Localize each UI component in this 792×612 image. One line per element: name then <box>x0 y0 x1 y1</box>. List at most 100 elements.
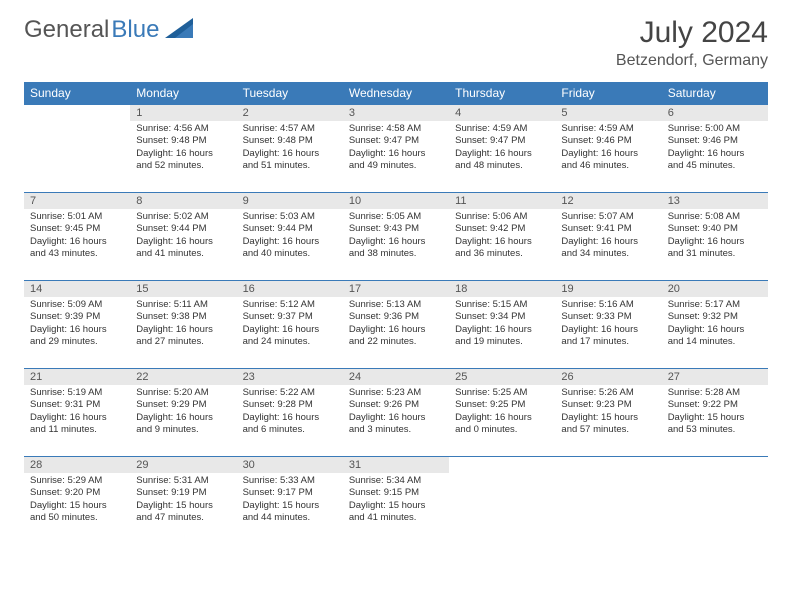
sun-info-line: Sunset: 9:47 PM <box>349 135 443 147</box>
calendar-week-row: 1Sunrise: 4:56 AMSunset: 9:48 PMDaylight… <box>24 105 768 193</box>
sun-info-line: and 19 minutes. <box>455 336 549 348</box>
sun-info-line: Sunrise: 5:23 AM <box>349 387 443 399</box>
day-number: 10 <box>343 193 449 209</box>
day-body: Sunrise: 4:58 AMSunset: 9:47 PMDaylight:… <box>343 121 449 176</box>
sun-info-line: Sunrise: 5:03 AM <box>243 211 337 223</box>
sun-info-line: and 51 minutes. <box>243 160 337 172</box>
header: GeneralBlue July 2024 Betzendorf, German… <box>24 16 768 70</box>
sun-info-line: Daylight: 16 hours <box>30 236 124 248</box>
calendar-cell <box>24 105 130 193</box>
day-body: Sunrise: 5:16 AMSunset: 9:33 PMDaylight:… <box>555 297 661 352</box>
day-number: 4 <box>449 105 555 121</box>
sun-info-line: Sunrise: 5:16 AM <box>561 299 655 311</box>
day-number: 24 <box>343 369 449 385</box>
sun-info-line: and 49 minutes. <box>349 160 443 172</box>
calendar-cell: 11Sunrise: 5:06 AMSunset: 9:42 PMDayligh… <box>449 193 555 281</box>
day-number: 3 <box>343 105 449 121</box>
sun-info-line: and 38 minutes. <box>349 248 443 260</box>
sun-info-line: Sunrise: 4:59 AM <box>561 123 655 135</box>
sun-info-line: and 41 minutes. <box>136 248 230 260</box>
sun-info-line: Sunrise: 4:56 AM <box>136 123 230 135</box>
day-body: Sunrise: 5:29 AMSunset: 9:20 PMDaylight:… <box>24 473 130 528</box>
sun-info-line: Daylight: 16 hours <box>561 236 655 248</box>
sun-info-line: Daylight: 16 hours <box>243 236 337 248</box>
calendar-cell: 4Sunrise: 4:59 AMSunset: 9:47 PMDaylight… <box>449 105 555 193</box>
day-number: 2 <box>237 105 343 121</box>
calendar-cell: 27Sunrise: 5:28 AMSunset: 9:22 PMDayligh… <box>662 369 768 457</box>
day-body: Sunrise: 5:17 AMSunset: 9:32 PMDaylight:… <box>662 297 768 352</box>
calendar-cell: 16Sunrise: 5:12 AMSunset: 9:37 PMDayligh… <box>237 281 343 369</box>
calendar-cell: 22Sunrise: 5:20 AMSunset: 9:29 PMDayligh… <box>130 369 236 457</box>
sun-info-line: Sunrise: 5:25 AM <box>455 387 549 399</box>
sun-info-line: Sunset: 9:48 PM <box>243 135 337 147</box>
sun-info-line: Daylight: 16 hours <box>243 148 337 160</box>
sun-info-line: Sunrise: 5:08 AM <box>668 211 762 223</box>
sun-info-line: and 29 minutes. <box>30 336 124 348</box>
day-header-row: Sunday Monday Tuesday Wednesday Thursday… <box>24 82 768 105</box>
sun-info-line: Sunset: 9:33 PM <box>561 311 655 323</box>
day-number: 14 <box>24 281 130 297</box>
day-body: Sunrise: 5:13 AMSunset: 9:36 PMDaylight:… <box>343 297 449 352</box>
day-number: 12 <box>555 193 661 209</box>
logo: GeneralBlue <box>24 16 193 44</box>
day-body: Sunrise: 5:22 AMSunset: 9:28 PMDaylight:… <box>237 385 343 440</box>
day-body: Sunrise: 5:28 AMSunset: 9:22 PMDaylight:… <box>662 385 768 440</box>
sun-info-line: Daylight: 16 hours <box>668 148 762 160</box>
sun-info-line: Sunset: 9:34 PM <box>455 311 549 323</box>
day-body: Sunrise: 4:56 AMSunset: 9:48 PMDaylight:… <box>130 121 236 176</box>
sun-info-line: and 11 minutes. <box>30 424 124 436</box>
sun-info-line: Sunrise: 4:59 AM <box>455 123 549 135</box>
day-number: 9 <box>237 193 343 209</box>
sun-info-line: Daylight: 15 hours <box>561 412 655 424</box>
calendar-cell <box>449 457 555 545</box>
sun-info-line: Sunrise: 5:00 AM <box>668 123 762 135</box>
sun-info-line: Sunrise: 5:01 AM <box>30 211 124 223</box>
sun-info-line: Sunrise: 5:19 AM <box>30 387 124 399</box>
sun-info-line: Sunset: 9:23 PM <box>561 399 655 411</box>
day-number: 6 <box>662 105 768 121</box>
day-number: 28 <box>24 457 130 473</box>
day-body: Sunrise: 5:02 AMSunset: 9:44 PMDaylight:… <box>130 209 236 264</box>
day-number: 23 <box>237 369 343 385</box>
calendar-cell: 19Sunrise: 5:16 AMSunset: 9:33 PMDayligh… <box>555 281 661 369</box>
day-body: Sunrise: 5:20 AMSunset: 9:29 PMDaylight:… <box>130 385 236 440</box>
day-body: Sunrise: 5:25 AMSunset: 9:25 PMDaylight:… <box>449 385 555 440</box>
sun-info-line: Sunrise: 4:57 AM <box>243 123 337 135</box>
calendar-cell: 8Sunrise: 5:02 AMSunset: 9:44 PMDaylight… <box>130 193 236 281</box>
sun-info-line: Sunset: 9:39 PM <box>30 311 124 323</box>
sun-info-line: Sunrise: 5:13 AM <box>349 299 443 311</box>
sun-info-line: Daylight: 16 hours <box>30 412 124 424</box>
sun-info-line: Sunrise: 5:11 AM <box>136 299 230 311</box>
logo-text-blue: Blue <box>111 16 159 44</box>
sun-info-line: and 53 minutes. <box>668 424 762 436</box>
sun-info-line: Sunset: 9:22 PM <box>668 399 762 411</box>
sun-info-line: and 44 minutes. <box>243 512 337 524</box>
sun-info-line: Sunrise: 5:29 AM <box>30 475 124 487</box>
sun-info-line: Daylight: 16 hours <box>668 324 762 336</box>
sun-info-line: Sunset: 9:41 PM <box>561 223 655 235</box>
sun-info-line: Daylight: 16 hours <box>349 148 443 160</box>
day-number: 20 <box>662 281 768 297</box>
day-header: Monday <box>130 82 236 105</box>
sun-info-line: Sunrise: 5:34 AM <box>349 475 443 487</box>
day-number: 25 <box>449 369 555 385</box>
calendar-cell: 20Sunrise: 5:17 AMSunset: 9:32 PMDayligh… <box>662 281 768 369</box>
sun-info-line: Sunset: 9:44 PM <box>243 223 337 235</box>
sun-info-line: Sunset: 9:40 PM <box>668 223 762 235</box>
day-body: Sunrise: 5:12 AMSunset: 9:37 PMDaylight:… <box>237 297 343 352</box>
sun-info-line: Daylight: 16 hours <box>349 236 443 248</box>
sun-info-line: Sunset: 9:25 PM <box>455 399 549 411</box>
calendar-cell: 23Sunrise: 5:22 AMSunset: 9:28 PMDayligh… <box>237 369 343 457</box>
calendar-week-row: 7Sunrise: 5:01 AMSunset: 9:45 PMDaylight… <box>24 193 768 281</box>
day-body: Sunrise: 5:23 AMSunset: 9:26 PMDaylight:… <box>343 385 449 440</box>
day-header: Wednesday <box>343 82 449 105</box>
sun-info-line: Daylight: 16 hours <box>668 236 762 248</box>
calendar-cell: 14Sunrise: 5:09 AMSunset: 9:39 PMDayligh… <box>24 281 130 369</box>
day-body: Sunrise: 5:19 AMSunset: 9:31 PMDaylight:… <box>24 385 130 440</box>
calendar-table: Sunday Monday Tuesday Wednesday Thursday… <box>24 82 768 545</box>
sun-info-line: Daylight: 16 hours <box>349 324 443 336</box>
day-number: 1 <box>130 105 236 121</box>
calendar-cell: 18Sunrise: 5:15 AMSunset: 9:34 PMDayligh… <box>449 281 555 369</box>
day-number: 15 <box>130 281 236 297</box>
day-number: 16 <box>237 281 343 297</box>
